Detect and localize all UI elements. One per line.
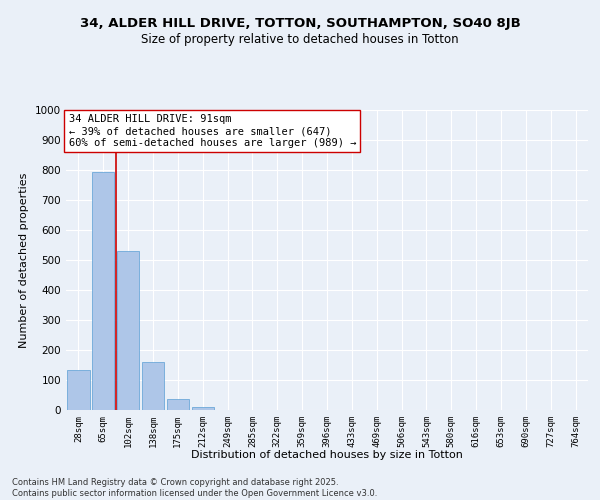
- Bar: [67, 370, 89, 410]
- Bar: [191, 407, 214, 410]
- X-axis label: Distribution of detached houses by size in Totton: Distribution of detached houses by size …: [191, 450, 463, 460]
- Y-axis label: Number of detached properties: Number of detached properties: [19, 172, 29, 348]
- Bar: [117, 251, 139, 410]
- Text: 34, ALDER HILL DRIVE, TOTTON, SOUTHAMPTON, SO40 8JB: 34, ALDER HILL DRIVE, TOTTON, SOUTHAMPTO…: [80, 18, 520, 30]
- Bar: [167, 399, 189, 410]
- Bar: [92, 172, 115, 410]
- Text: Size of property relative to detached houses in Totton: Size of property relative to detached ho…: [141, 32, 459, 46]
- Text: Contains HM Land Registry data © Crown copyright and database right 2025.
Contai: Contains HM Land Registry data © Crown c…: [12, 478, 377, 498]
- Bar: [142, 362, 164, 410]
- Text: 34 ALDER HILL DRIVE: 91sqm
← 39% of detached houses are smaller (647)
60% of sem: 34 ALDER HILL DRIVE: 91sqm ← 39% of deta…: [68, 114, 356, 148]
